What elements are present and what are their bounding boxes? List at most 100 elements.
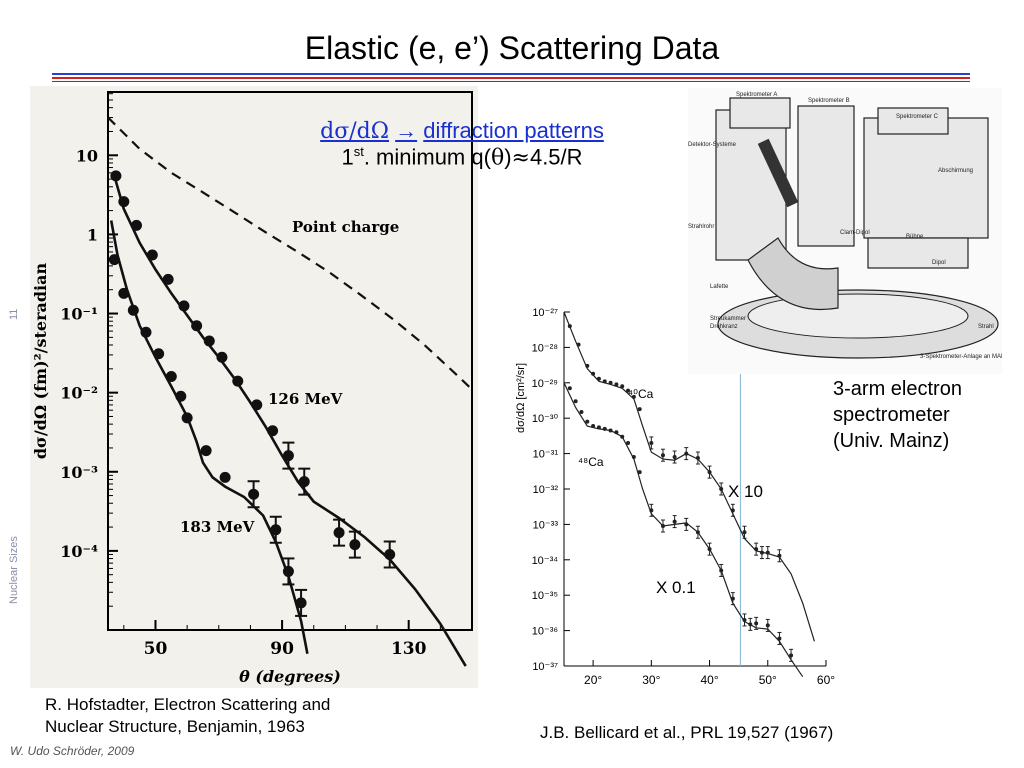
reference-hofstadter: R. Hofstadter, Electron Scattering and N…	[45, 694, 330, 738]
data-point	[146, 249, 158, 261]
detector-system	[757, 138, 799, 208]
data-point	[684, 451, 689, 456]
data-point	[596, 376, 601, 381]
data-point	[672, 519, 677, 524]
diffraction-annotation: dσ/dΩ → diffraction patterns 1st. minimu…	[252, 118, 672, 170]
data-point	[118, 196, 130, 208]
x-axis-label: θ (degrees)	[239, 667, 341, 686]
scale-label-x10: X 10	[728, 482, 763, 501]
page-number: 11	[8, 308, 20, 320]
x-axis-label: θ	[794, 689, 801, 690]
data-point	[620, 384, 625, 389]
data-point	[219, 471, 231, 483]
data-point	[649, 440, 654, 445]
data-point	[216, 351, 228, 363]
data-point	[203, 335, 215, 347]
data-point	[777, 636, 782, 641]
data-point	[579, 409, 584, 414]
approx-symbol: ≈	[511, 145, 530, 171]
theta-symbol: θ	[490, 145, 505, 171]
curve-label-ca40: ⁴⁰Ca	[628, 387, 654, 401]
minimum-text-sup: st	[353, 144, 364, 159]
buehne-platform	[867, 237, 969, 269]
reference-hofstadter-2: Nuclear Structure, Benjamin, 1963	[45, 717, 305, 736]
data-point	[631, 394, 636, 399]
x-tick-label: 40°	[700, 673, 718, 687]
x-tick-label: 90	[270, 639, 294, 659]
data-point	[181, 412, 193, 424]
y-tick-label: 10⁻²⁸	[532, 342, 558, 354]
data-point	[248, 488, 260, 500]
data-point	[232, 375, 244, 387]
data-point	[200, 445, 212, 457]
footer-author: W. Udo Schröder, 2009	[10, 744, 135, 758]
reference-bellicard: J.B. Bellicard et al., PRL 19,527 (1967)	[540, 723, 834, 742]
data-point	[165, 370, 177, 382]
data-point	[637, 470, 642, 475]
title-rule-blue	[52, 73, 970, 75]
x-tick-label: 20°	[584, 673, 602, 687]
y-tick-label: 10⁻³⁵	[532, 590, 558, 602]
data-point	[695, 456, 700, 461]
data-point	[684, 522, 689, 527]
data-point	[637, 407, 642, 412]
data-point	[251, 399, 263, 411]
sidebar-label: Nuclear Sizes	[8, 536, 20, 604]
data-point	[191, 320, 203, 332]
data-point	[585, 363, 590, 368]
curve-label-126-mev: 126 MeV	[268, 390, 343, 408]
reference-hofstadter-1: R. Hofstadter, Electron Scattering and	[45, 695, 331, 714]
data-point	[707, 470, 712, 475]
data-point	[295, 597, 307, 609]
dipole-magnet	[747, 237, 839, 310]
y-tick-label: 10⁻²⁷	[532, 307, 558, 319]
data-point	[719, 568, 724, 573]
data-point	[614, 430, 619, 435]
photo-label: Spektrometer B	[808, 98, 850, 104]
data-point	[178, 300, 190, 312]
x-tick-label: 130	[391, 639, 427, 659]
data-point	[672, 455, 677, 460]
data-point	[649, 508, 654, 513]
y-tick-label: 10⁻¹	[60, 305, 98, 324]
y-tick-label: 10⁻³²	[533, 484, 559, 496]
photo-label: Strahl	[978, 324, 994, 330]
curve-label-183-mev: 183 MeV	[180, 518, 255, 536]
y-tick-label: 10⁻²	[60, 384, 98, 403]
minimum-text-1: 1	[341, 144, 354, 170]
turntable-inner	[747, 293, 969, 339]
y-tick-label: 10⁻³⁴	[532, 555, 559, 567]
data-point	[614, 382, 619, 387]
data-point	[270, 524, 282, 536]
minimum-text-3: )	[504, 144, 512, 170]
x-tick-label: 30°	[642, 673, 660, 687]
y-tick-label: 10⁻³	[60, 463, 98, 482]
photo-label: Lafette	[710, 284, 729, 290]
arrow-icon: →	[395, 118, 418, 143]
data-point	[695, 530, 700, 535]
data-point	[567, 324, 572, 329]
photo-label: Spektrometer A	[736, 92, 777, 98]
photo-label: Spektrometer C	[896, 114, 939, 120]
diffraction-text: diffraction patterns	[423, 118, 604, 143]
curve-label-ca48: ⁴⁸Ca	[578, 455, 604, 469]
data-point	[267, 425, 279, 437]
spectrometer-a-top	[729, 97, 791, 129]
data-point	[118, 287, 130, 299]
photo-label: Detektor-Systeme	[688, 142, 737, 148]
spectrometer-caption-2: spectrometer	[833, 404, 950, 426]
spectrometer-b-block	[797, 105, 855, 247]
x-tick-label: 50°	[759, 673, 777, 687]
x-tick-label: 50	[144, 639, 168, 659]
photo-label: Strahlrohr	[688, 224, 714, 230]
data-point	[765, 623, 770, 628]
data-point	[608, 428, 613, 433]
y-tick-label: 10⁻⁴	[60, 542, 98, 561]
photo-label: Abschirmung	[938, 168, 973, 174]
data-point	[333, 527, 345, 539]
minimum-text-4: 4.5/R	[529, 144, 583, 170]
data-point	[765, 550, 770, 555]
data-point	[298, 476, 310, 488]
data-point	[596, 425, 601, 430]
data-point	[754, 621, 759, 626]
